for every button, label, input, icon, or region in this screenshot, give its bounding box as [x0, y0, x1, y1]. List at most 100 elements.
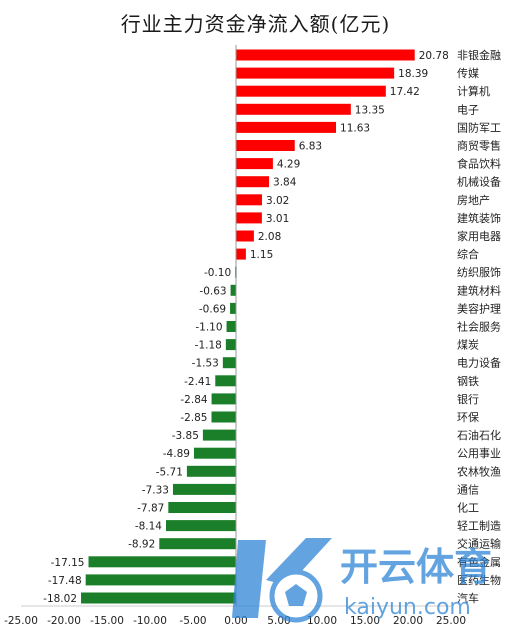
data-label: -0.69	[199, 303, 226, 315]
bar	[236, 49, 415, 61]
data-label: -0.63	[199, 285, 226, 297]
category-label: 通信	[457, 483, 479, 496]
category-label: 社会服务	[457, 320, 501, 334]
bar	[230, 302, 236, 314]
category-label: 建筑材料	[457, 283, 501, 297]
x-tick-label: -25.00	[4, 615, 38, 627]
bar	[236, 230, 254, 242]
bar	[211, 393, 236, 405]
data-label: -2.84	[180, 394, 207, 406]
category-label: 交通运输	[457, 537, 501, 551]
bar	[236, 121, 337, 133]
bar	[236, 140, 295, 151]
bar	[159, 538, 236, 550]
bar	[81, 592, 236, 604]
data-label: 6.83	[299, 141, 322, 153]
category-label: 综合	[457, 247, 479, 261]
category-label: 石油石化	[457, 428, 501, 442]
category-label: 食品饮料	[457, 157, 501, 171]
chart-title: 行业主力资金净流入额(亿元)	[120, 12, 391, 36]
bar	[215, 375, 236, 387]
bar	[211, 411, 236, 423]
bar	[236, 85, 386, 97]
watermark-k-icon	[232, 538, 332, 623]
category-label: 计算机	[457, 84, 490, 98]
data-label: -17.48	[48, 575, 82, 587]
x-tick-label: 20.00	[393, 615, 423, 627]
category-label: 银行	[457, 392, 479, 406]
bar	[236, 67, 395, 79]
category-label: 电子	[457, 103, 479, 116]
bar	[168, 502, 236, 513]
bar	[236, 103, 351, 115]
bar	[202, 429, 236, 441]
category-label: 传媒	[457, 67, 479, 80]
bar	[236, 194, 262, 206]
data-label: -2.85	[180, 412, 207, 424]
bar	[85, 574, 236, 586]
data-label: -8.92	[128, 539, 155, 551]
category-label: 国防军工	[457, 120, 501, 134]
data-label: -18.02	[43, 593, 77, 605]
bar	[165, 520, 236, 532]
category-label: 美容护理	[457, 301, 501, 315]
data-label: -2.41	[184, 376, 211, 388]
data-label: -7.33	[142, 484, 169, 496]
category-label: 电力设备	[457, 356, 501, 370]
category-label: 机械设备	[457, 175, 501, 189]
data-label: -1.18	[195, 340, 222, 352]
data-label: -3.85	[172, 430, 199, 442]
data-label: 20.78	[419, 50, 449, 62]
data-label: -0.10	[204, 267, 231, 279]
watermark-logo: 开云体育 kaiyun.com	[232, 538, 492, 623]
category-label: 有色金属	[457, 555, 501, 569]
category-label: 煤炭	[457, 339, 479, 352]
x-tick-label: -20.00	[47, 615, 81, 627]
category-label: 农林牧渔	[457, 464, 501, 478]
category-label: 轻工制造	[457, 519, 501, 533]
x-tick-label: -15.00	[90, 615, 124, 627]
bar	[236, 176, 270, 188]
bar	[88, 556, 236, 568]
bar	[236, 248, 246, 260]
bar	[186, 465, 236, 477]
data-label: 3.02	[266, 195, 289, 207]
x-tick-label: 15.00	[350, 615, 380, 627]
x-tick-label: -10.00	[133, 615, 167, 627]
bar	[193, 447, 236, 459]
bar	[222, 357, 236, 369]
data-label: 3.01	[266, 213, 289, 225]
data-label: -7.87	[137, 503, 164, 515]
data-label: 4.29	[277, 159, 300, 171]
data-label: -5.71	[156, 466, 183, 478]
bar	[230, 284, 236, 296]
category-label: 非银金融	[457, 48, 501, 62]
x-tick-label: 10.00	[307, 615, 337, 627]
data-label: 2.08	[258, 231, 281, 243]
watermark-brand-en: kaiyun.com	[344, 595, 471, 620]
category-label: 商贸零售	[457, 139, 501, 153]
bar	[236, 212, 262, 224]
category-label: 化工	[457, 501, 479, 515]
data-label: -17.15	[51, 557, 85, 569]
category-label: 房地产	[457, 193, 490, 207]
data-label: -1.53	[192, 358, 219, 370]
x-tick-label: -5.00	[179, 615, 206, 627]
data-label: -4.89	[163, 448, 190, 460]
category-label: 公用事业	[457, 447, 501, 460]
category-label: 建筑装饰	[457, 211, 501, 225]
category-label: 医药生物	[457, 573, 501, 587]
data-label: 18.39	[398, 68, 428, 80]
data-label: 1.15	[250, 249, 273, 261]
data-label: 11.63	[340, 122, 370, 134]
bar	[172, 483, 236, 495]
data-label: -8.14	[135, 521, 162, 533]
category-label: 钢铁	[457, 375, 479, 388]
bar	[226, 321, 236, 332]
category-label: 纺织服饰	[457, 265, 501, 279]
data-label: 17.42	[390, 86, 420, 98]
data-label: 3.84	[273, 177, 297, 189]
category-label: 家用电器	[457, 229, 501, 243]
bar	[236, 158, 273, 170]
